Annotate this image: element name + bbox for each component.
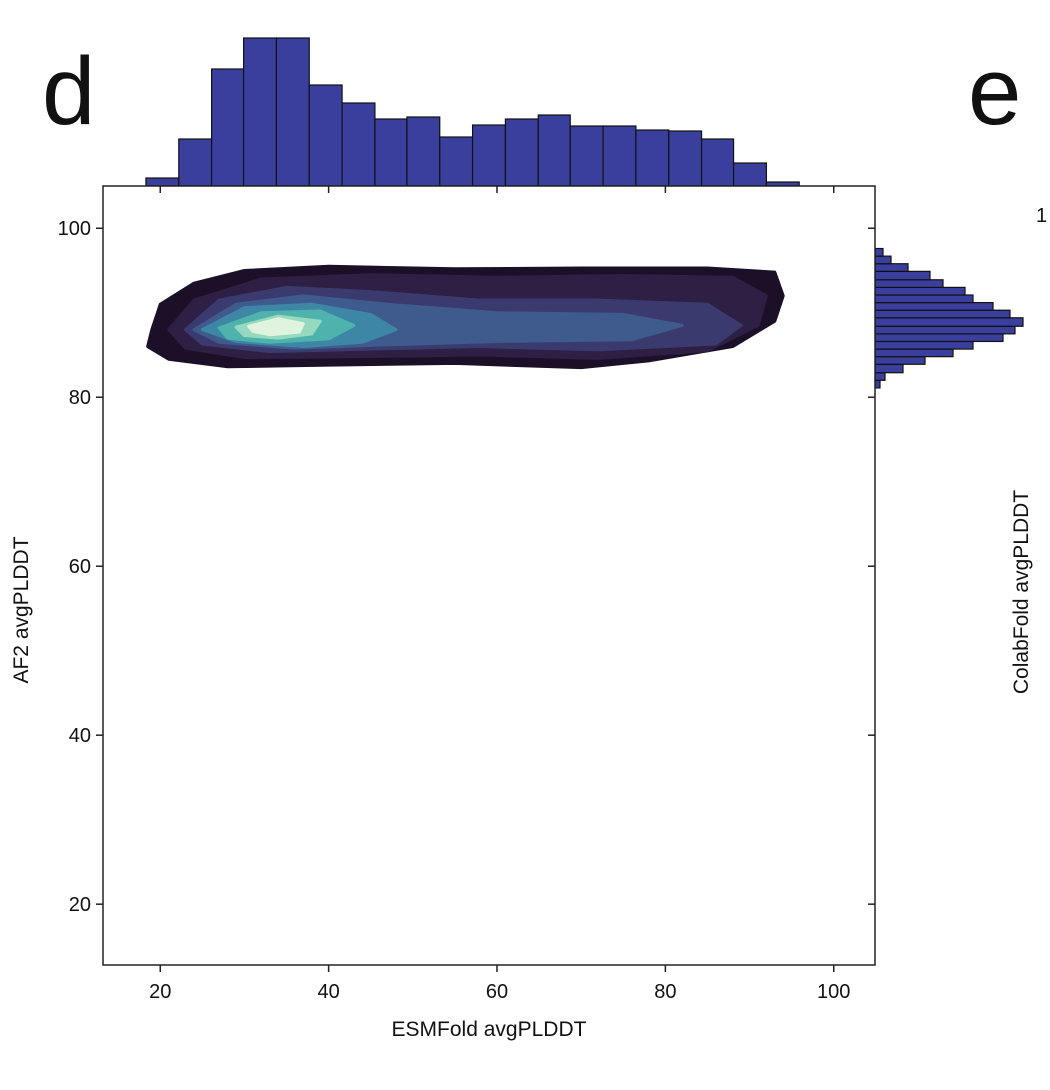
- histogram-bar: [374, 118, 408, 187]
- histogram-bar: [569, 125, 604, 187]
- panel-label: e: [968, 38, 1021, 145]
- histogram-bar: [145, 177, 180, 187]
- histogram-bar: [874, 263, 909, 272]
- histogram-bar: [874, 340, 974, 350]
- x-tick-label: 100: [817, 981, 850, 1003]
- y-tick-label: 100: [58, 218, 91, 240]
- kde-contour: [247, 317, 305, 337]
- y-axis-label: ColabFold avgPLDDT: [1010, 490, 1033, 694]
- histogram-bar: [874, 372, 886, 381]
- histogram-bar: [874, 317, 1024, 327]
- y-axis-label: AF2 avgPLDDT: [10, 536, 33, 683]
- histogram-bar: [874, 247, 884, 257]
- clipped-tick-label: 1: [1036, 205, 1047, 227]
- histogram-bar: [242, 37, 278, 187]
- histogram-bar: [874, 301, 994, 311]
- histogram-bar: [211, 68, 245, 187]
- y-tick-label: 20: [69, 894, 91, 916]
- histogram-bar: [874, 286, 966, 296]
- histogram-bar: [700, 138, 735, 187]
- histogram-bar: [874, 325, 1016, 335]
- histogram-bar: [874, 333, 1004, 343]
- histogram-bar: [635, 129, 670, 187]
- histogram-bar: [178, 138, 213, 187]
- histogram-bar: [406, 116, 441, 187]
- histogram-bar: [874, 270, 931, 281]
- histogram-bar: [874, 255, 892, 265]
- histogram-bar: [537, 114, 571, 187]
- y-tick-label: 40: [69, 725, 91, 747]
- x-tick-label: 20: [149, 981, 171, 1003]
- histogram-bar: [732, 162, 767, 187]
- histogram-bar: [874, 348, 954, 358]
- histogram-bar: [874, 294, 974, 304]
- histogram-bar: [341, 102, 376, 187]
- x-tick-label: 60: [486, 981, 508, 1003]
- histogram-bar: [308, 84, 343, 187]
- y-tick-label: 80: [69, 387, 91, 409]
- y-tick-label: 60: [69, 556, 91, 578]
- histogram-bar: [874, 309, 1011, 319]
- histogram-bar: [471, 124, 507, 187]
- histogram-bar: [874, 279, 944, 288]
- x-axis-label: ESMFold avgPLDDT: [392, 1018, 587, 1041]
- histogram-bar: [668, 130, 703, 187]
- x-tick-label: 80: [654, 981, 676, 1003]
- panel-label: d: [42, 38, 95, 145]
- histogram-bar: [504, 118, 539, 187]
- histogram-bar: [275, 37, 310, 187]
- x-tick-label: 40: [317, 981, 339, 1003]
- histogram-bar: [874, 363, 904, 374]
- histogram-bar: [874, 356, 926, 365]
- histogram-bar: [602, 125, 637, 187]
- histogram-bar: [439, 136, 474, 187]
